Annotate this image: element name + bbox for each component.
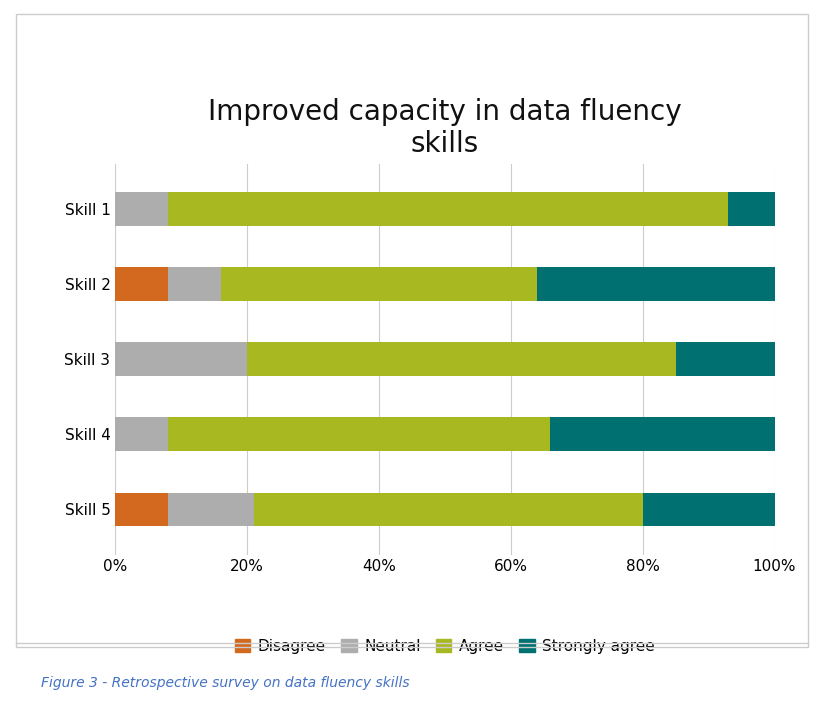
Bar (115, 267, 168, 301)
Bar (115, 417, 168, 451)
Bar (254, 493, 643, 526)
Bar (168, 417, 550, 451)
Bar (115, 493, 168, 526)
Legend: Disagree, Neutral, Agree, Strongly agree: Disagree, Neutral, Agree, Strongly agree (229, 633, 661, 660)
Bar (676, 342, 775, 376)
Bar (168, 493, 254, 526)
Text: Improved capacity in data fluency
skills: Improved capacity in data fluency skills (208, 98, 681, 158)
Text: Figure 3 - Retrospective survey on data fluency skills: Figure 3 - Retrospective survey on data … (41, 675, 410, 690)
Bar (168, 267, 221, 301)
Bar (537, 267, 775, 301)
Bar (728, 192, 775, 225)
Bar (247, 342, 676, 376)
Bar (643, 493, 775, 526)
Bar (221, 267, 537, 301)
Bar (550, 417, 775, 451)
Bar (115, 342, 247, 376)
Bar (168, 192, 728, 225)
Bar (115, 192, 168, 225)
